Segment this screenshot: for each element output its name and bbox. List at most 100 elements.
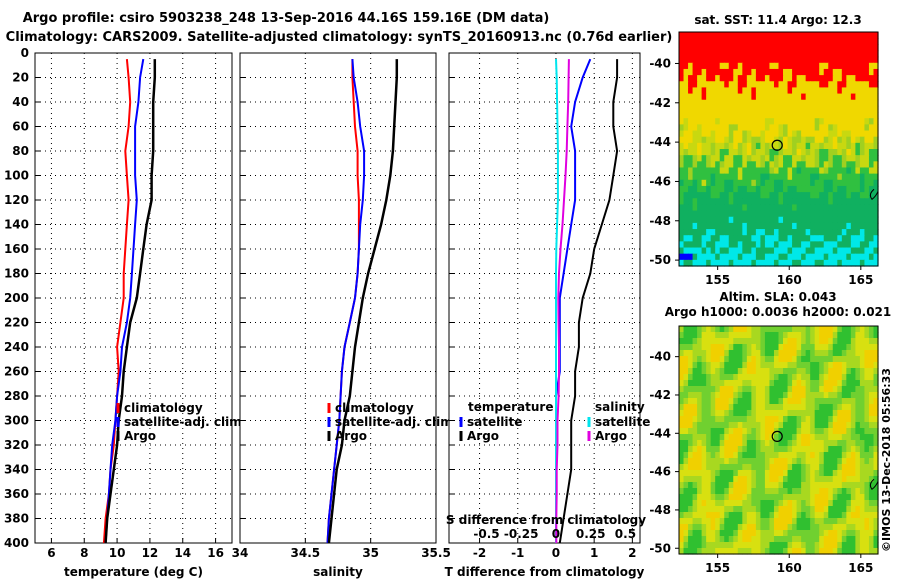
map-cell bbox=[701, 155, 707, 162]
map-cell bbox=[864, 446, 870, 453]
map-cell bbox=[787, 222, 793, 230]
map-cell bbox=[810, 530, 816, 537]
map-cell bbox=[769, 173, 775, 181]
map-cell bbox=[746, 470, 752, 477]
map-cell bbox=[683, 229, 689, 236]
map-cell bbox=[792, 179, 798, 187]
map-cell bbox=[715, 38, 721, 45]
map-cell bbox=[710, 446, 716, 453]
map-cell bbox=[864, 167, 870, 175]
map-cell bbox=[733, 530, 739, 537]
map-cell bbox=[850, 112, 856, 119]
map-cell bbox=[841, 222, 847, 230]
map-cell bbox=[737, 350, 743, 357]
map-cell bbox=[679, 410, 685, 417]
map-cell bbox=[859, 506, 866, 513]
map-cell bbox=[864, 142, 870, 150]
map-cell bbox=[783, 253, 789, 261]
map-cell bbox=[846, 81, 852, 89]
map-cell bbox=[706, 398, 712, 405]
map-cell bbox=[787, 216, 793, 224]
map-cell bbox=[819, 488, 825, 495]
map-cell bbox=[778, 416, 784, 423]
map-cell bbox=[796, 482, 802, 489]
map-cell bbox=[764, 446, 771, 453]
y-tick-label: 0 bbox=[21, 46, 29, 60]
map-cell bbox=[715, 536, 721, 543]
map-cell bbox=[706, 416, 712, 423]
map-cell bbox=[846, 68, 852, 76]
map-cell bbox=[746, 253, 752, 261]
map-cell bbox=[819, 173, 825, 181]
map-cell bbox=[737, 512, 743, 519]
map-cell bbox=[846, 392, 852, 399]
map-cell bbox=[801, 149, 807, 156]
map-cell bbox=[819, 548, 825, 555]
map-cell bbox=[688, 32, 694, 39]
map-cell bbox=[719, 216, 725, 224]
map-cell bbox=[755, 167, 762, 175]
map-cell bbox=[819, 93, 825, 101]
map-cell bbox=[746, 32, 752, 39]
map-cell bbox=[778, 253, 784, 261]
map-cell bbox=[773, 161, 780, 169]
map-cell bbox=[773, 326, 780, 333]
map-cell bbox=[751, 524, 757, 531]
map-cell bbox=[846, 198, 852, 206]
map-cell bbox=[805, 198, 811, 206]
map-cell bbox=[697, 38, 703, 45]
map-cell bbox=[783, 512, 789, 519]
map-cell bbox=[873, 446, 879, 453]
map-cell bbox=[706, 124, 712, 132]
map-cell bbox=[805, 332, 811, 339]
map-cell bbox=[823, 470, 829, 477]
map-cell bbox=[823, 247, 829, 255]
map-cell bbox=[719, 434, 725, 441]
map-cell bbox=[810, 44, 816, 52]
map-cell bbox=[846, 204, 852, 212]
map-cell bbox=[823, 368, 829, 375]
map-cell bbox=[751, 259, 757, 267]
map-cell bbox=[751, 235, 757, 242]
map-cell bbox=[864, 428, 870, 435]
map-cell bbox=[778, 392, 784, 399]
map-cell bbox=[864, 241, 870, 249]
map-frame bbox=[678, 325, 879, 555]
map-cell bbox=[805, 356, 811, 363]
map-cell bbox=[859, 542, 866, 549]
map-cell bbox=[810, 124, 816, 132]
map-cell bbox=[751, 93, 757, 101]
map-cell bbox=[850, 434, 856, 441]
map-cell bbox=[692, 350, 698, 357]
map-cell bbox=[683, 530, 689, 537]
map-cell bbox=[796, 192, 802, 199]
map-cell bbox=[837, 130, 843, 138]
map-cell bbox=[751, 173, 757, 181]
map-cell bbox=[832, 530, 838, 537]
map-cell bbox=[778, 161, 784, 169]
map-cell bbox=[837, 464, 843, 471]
map-cell bbox=[850, 222, 856, 230]
map-cell bbox=[868, 482, 875, 489]
map-cell bbox=[823, 198, 829, 206]
map-cell bbox=[873, 464, 879, 471]
map-cell bbox=[837, 50, 843, 58]
map-cell bbox=[688, 326, 694, 333]
map-cell bbox=[873, 506, 879, 513]
map-cell bbox=[769, 374, 775, 381]
map-cell bbox=[801, 440, 807, 447]
map-cell bbox=[832, 112, 838, 119]
map-cell bbox=[810, 253, 816, 261]
map-cell bbox=[719, 416, 725, 423]
map-cell bbox=[760, 124, 766, 132]
map-cell bbox=[819, 374, 825, 381]
map-cell bbox=[850, 446, 856, 453]
map-cell bbox=[778, 149, 784, 156]
x-tick-label: 12 bbox=[142, 546, 159, 560]
map-cell bbox=[859, 524, 866, 531]
map-cell bbox=[728, 192, 734, 199]
map-cell bbox=[814, 452, 820, 459]
map-cell bbox=[733, 130, 739, 138]
map-cell bbox=[792, 380, 798, 387]
